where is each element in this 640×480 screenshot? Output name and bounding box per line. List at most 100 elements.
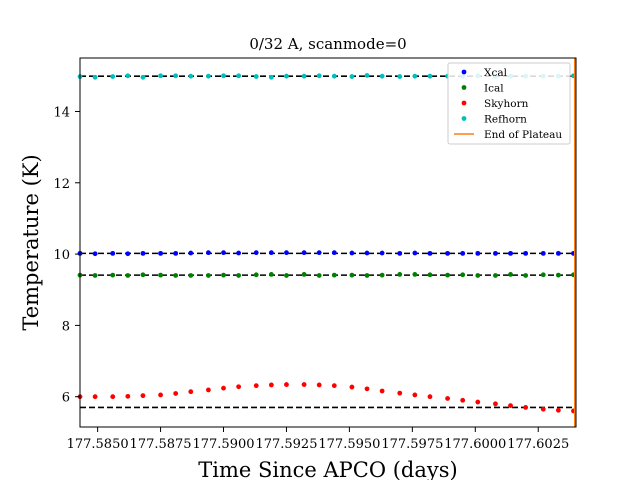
xcal-point [493,250,498,256]
y-tick-label: 14 [53,105,70,120]
xcal-point [221,250,226,256]
x-tick-label: 177.5900 [192,437,254,452]
xcal-point [173,250,179,256]
refhorn-point [253,74,259,79]
xcal-point [412,250,418,256]
xcal-point [540,250,546,256]
legend-marker [461,116,467,121]
ical-point [460,272,466,278]
ical-point [92,273,98,278]
y-axis-ticks: 6 8 10 12 14 [53,105,80,406]
refhorn-point [110,74,116,79]
skyhorn-point [206,387,211,393]
ical-point [268,272,274,277]
xcal-point [364,250,370,256]
ical-point [221,272,226,278]
skyhorn-point [555,407,561,413]
skyhorn-point [397,390,403,396]
xcal-point [125,251,131,257]
x-tick-label: 177.5975 [381,437,443,452]
skyhorn-point [460,397,466,403]
legend-label: Ical [484,83,504,95]
ical-point [301,272,307,277]
ical-point [331,272,337,278]
skyhorn-point [379,388,385,394]
skyhorn-point [493,401,498,407]
xcal-point [188,250,194,256]
ical-point [349,272,355,278]
xcal-point [555,250,561,256]
ical-point [253,272,259,278]
skyhorn-point [508,403,513,409]
refhorn-point [364,73,370,78]
skyhorn-point [475,399,481,405]
legend-label: End of Plateau [484,129,562,141]
skyhorn-point [236,384,242,390]
refhorn-point [92,74,98,80]
x-tick-label: 177.5950 [318,437,380,452]
x-tick-label: 177.5925 [255,437,317,452]
xcal-point [140,250,146,256]
refhorn-point [173,73,179,79]
legend: Xcal Ical Skyhorn Refhorn End of Plateau [447,62,571,145]
refhorn-point [125,73,131,79]
skyhorn-point [316,382,322,388]
refhorn-point [412,73,418,79]
legend-label: Skyhorn [484,98,529,110]
ical-point [412,272,418,277]
refhorn-point [140,74,146,80]
refhorn-point [158,73,163,79]
ical-point [508,272,513,277]
data-points [77,73,576,414]
ical-point [125,273,131,278]
xcal-point [284,250,289,256]
x-tick-label: 177.6025 [507,437,569,452]
skyhorn-point [284,382,289,387]
xcal-point [301,250,307,256]
skyhorn-point [158,392,163,398]
skyhorn-point [301,382,307,387]
skyhorn-point [427,394,433,400]
ical-point [397,272,403,277]
xcal-point [475,250,481,256]
ical-point [445,272,450,278]
xcal-point [92,251,98,257]
ical-point [158,272,163,278]
x-axis-label: Time Since APCO (days) [198,458,457,480]
chart-title: 0/32 A, scanmode=0 [249,35,406,53]
ical-point [316,273,322,278]
y-tick-label: 8 [62,319,70,334]
skyhorn-point [523,404,529,410]
ical-point [110,272,116,278]
skyhorn-point [110,394,116,400]
refhorn-point [301,73,307,79]
refhorn-point [221,73,226,79]
plot-frame [79,57,577,428]
xcal-point [206,250,211,256]
xcal-point [508,250,513,256]
skyhorn-point [268,382,274,388]
ical-point [493,273,498,278]
refhorn-point [349,74,355,79]
ical-point [555,272,561,278]
skyhorn-point [253,383,259,389]
xcal-point [331,250,337,256]
skyhorn-point [125,393,131,399]
xcal-point [316,250,322,256]
skyhorn-point [140,393,146,399]
ical-point [140,272,146,278]
xcal-point [158,250,163,256]
refhorn-point [268,74,274,80]
refhorn-point [331,73,337,79]
ical-point [284,273,289,278]
xcal-point [445,250,450,256]
refhorn-point [236,73,242,79]
skyhorn-point [331,383,337,389]
skyhorn-point [188,389,194,395]
skyhorn-point [92,394,98,400]
ical-point [427,272,433,278]
refhorn-point [206,73,211,79]
ical-point [188,273,194,278]
refhorn-point [316,73,322,79]
